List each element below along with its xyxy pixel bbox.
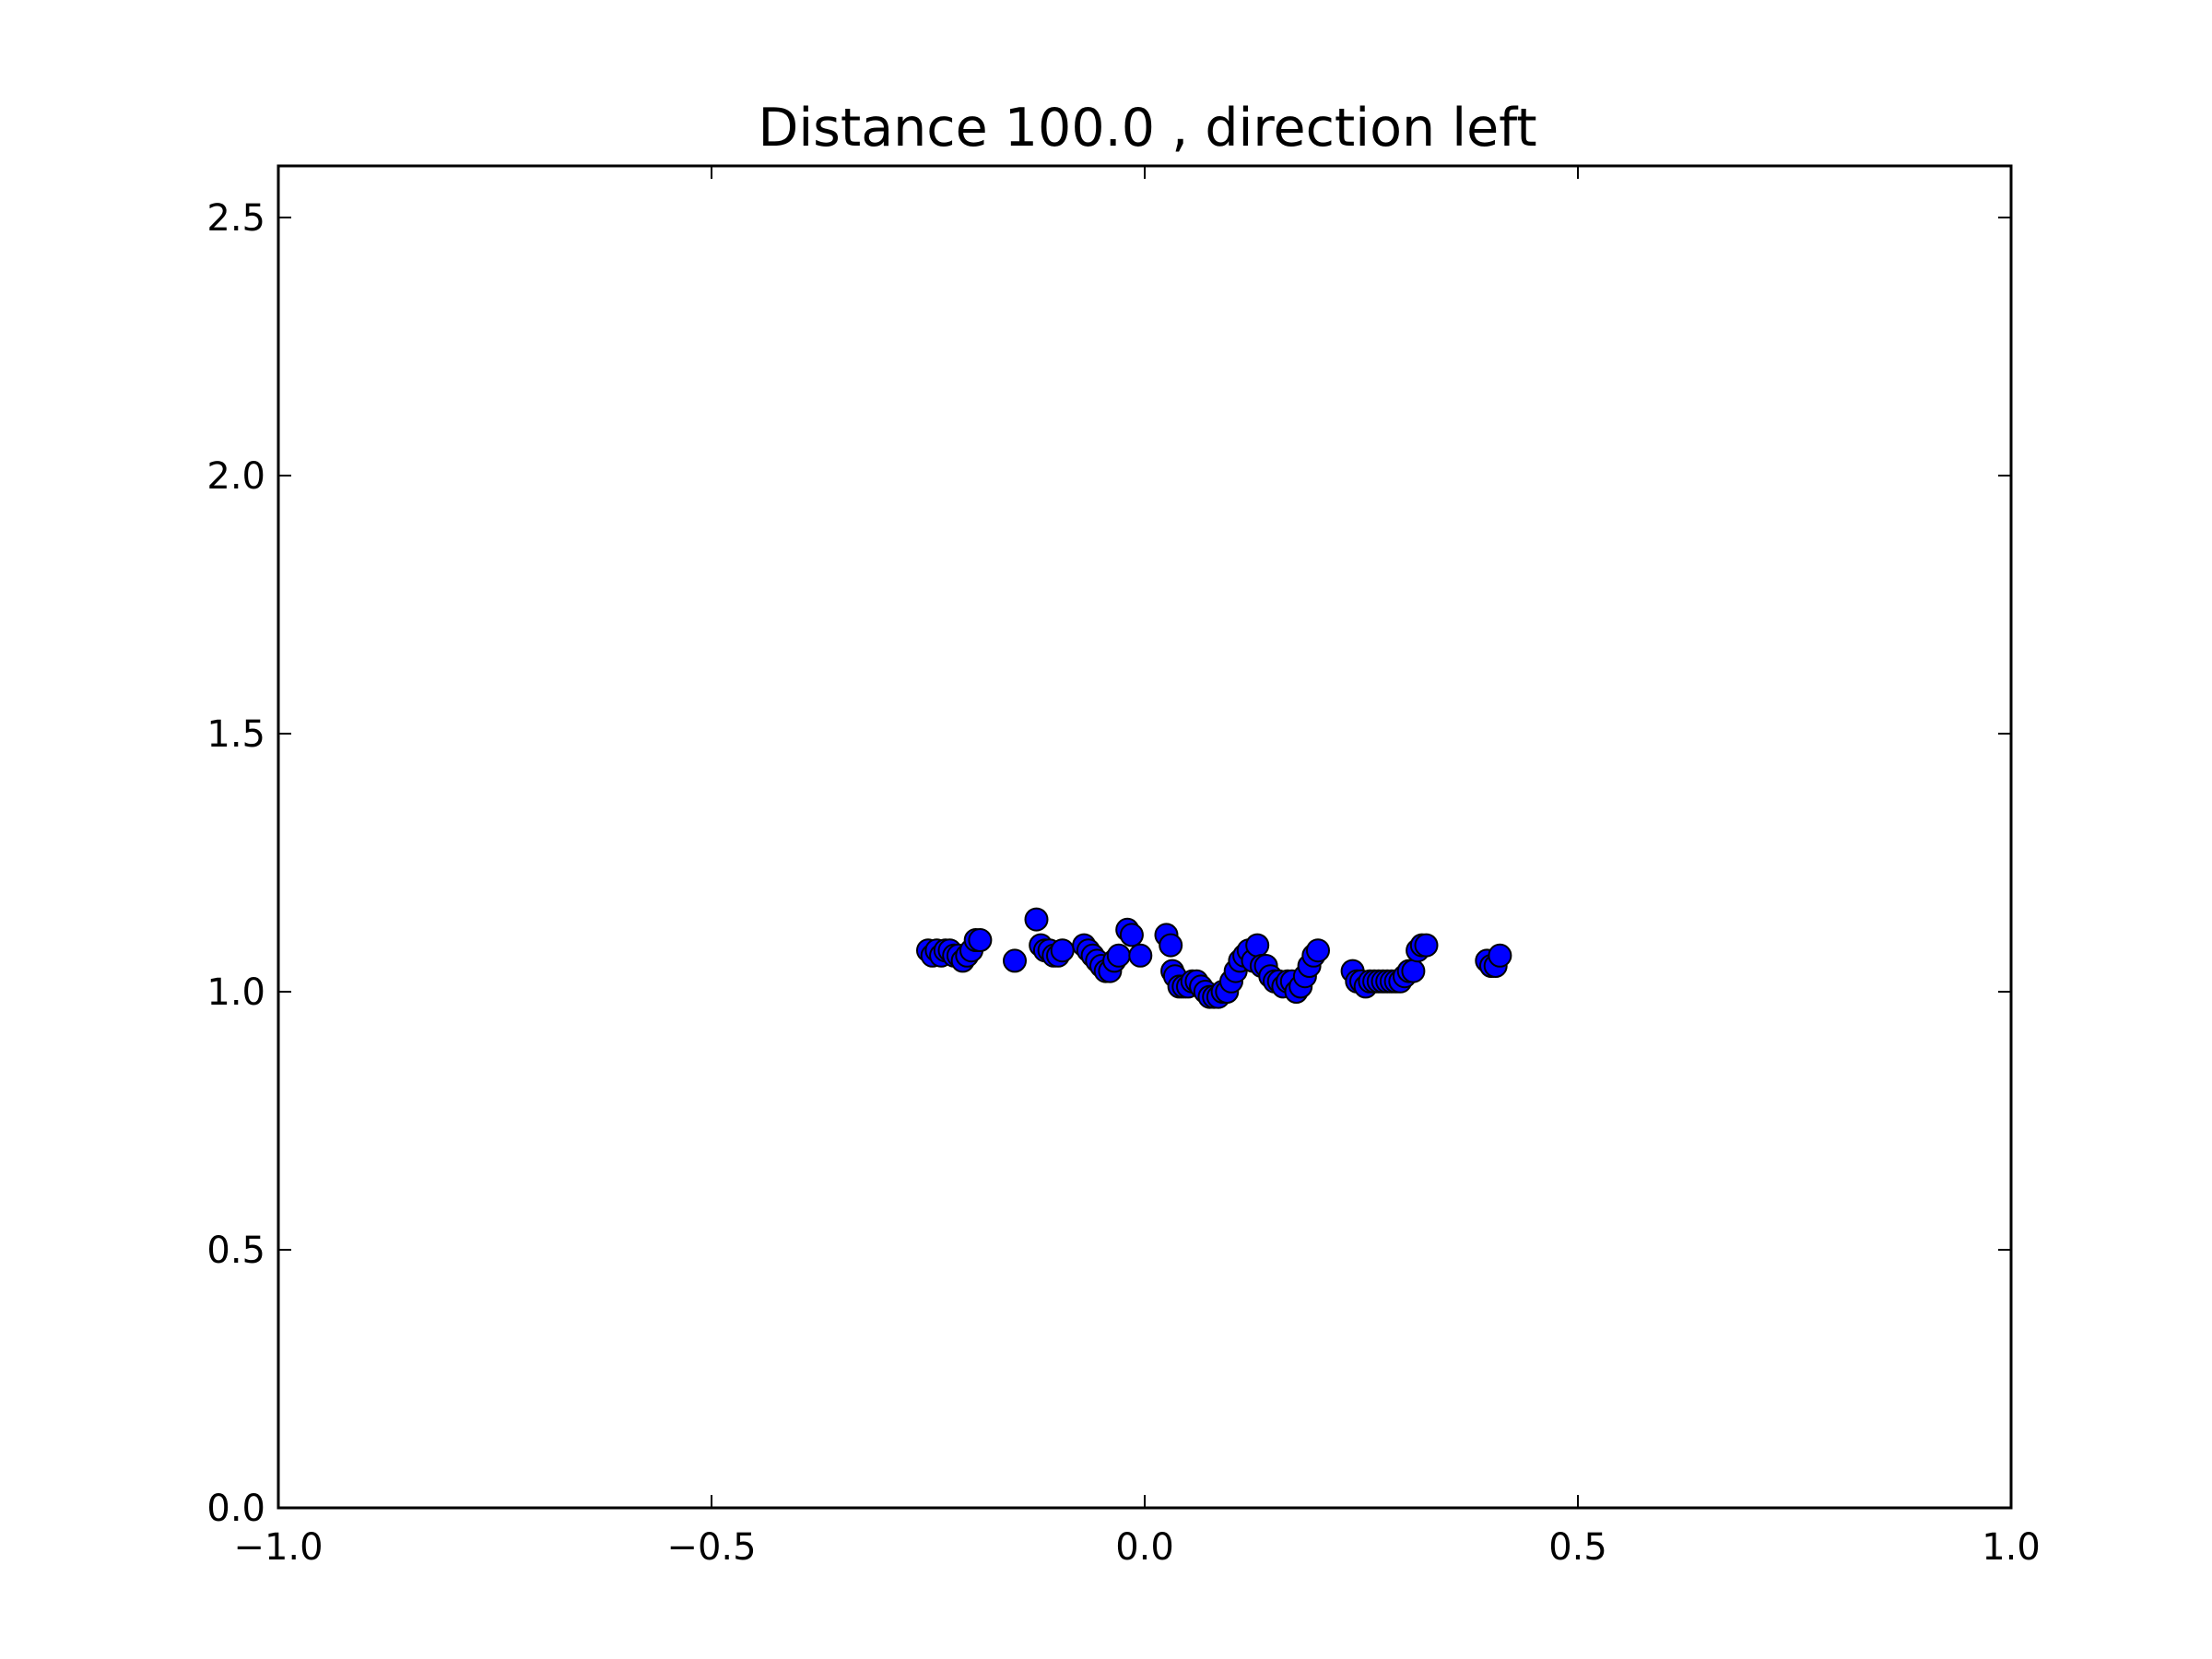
y-tick-label: 2.5	[206, 197, 265, 240]
data-point	[1245, 933, 1270, 958]
data-point	[1401, 959, 1426, 983]
y-tick-label: 1.5	[206, 713, 265, 756]
data-point	[1414, 933, 1439, 958]
x-tick-label: −1.0	[233, 1526, 323, 1569]
data-point	[1050, 938, 1075, 963]
data-point	[1119, 923, 1144, 947]
chart-title: Distance 100.0 , direction left	[758, 98, 1536, 159]
data-point	[1106, 943, 1131, 968]
x-tick-label: −0.5	[666, 1526, 756, 1569]
data-point	[1159, 933, 1183, 958]
plot-frame	[276, 164, 2013, 1510]
data-point	[1488, 943, 1512, 968]
data-point	[1003, 948, 1027, 973]
data-point	[1024, 907, 1049, 932]
y-tick-label: 0.0	[206, 1488, 265, 1530]
y-tick-label: 2.0	[206, 455, 265, 498]
data-point	[1128, 943, 1153, 968]
x-tick-label: 0.5	[1548, 1526, 1607, 1569]
data-point	[968, 928, 993, 952]
axis-ticks-group: −1.0 −0.5 0.0 0.5 1.0 0.0 0.5 1.0 1.5 2.0 2.5	[206, 166, 2041, 1569]
data-points-group	[916, 907, 1512, 1009]
y-tick-label: 1.0	[206, 971, 265, 1014]
x-tick-label: 0.0	[1115, 1526, 1174, 1569]
y-tick-label: 0.5	[206, 1230, 265, 1272]
data-point	[1306, 938, 1330, 963]
x-tick-label: 1.0	[1982, 1526, 2041, 1569]
